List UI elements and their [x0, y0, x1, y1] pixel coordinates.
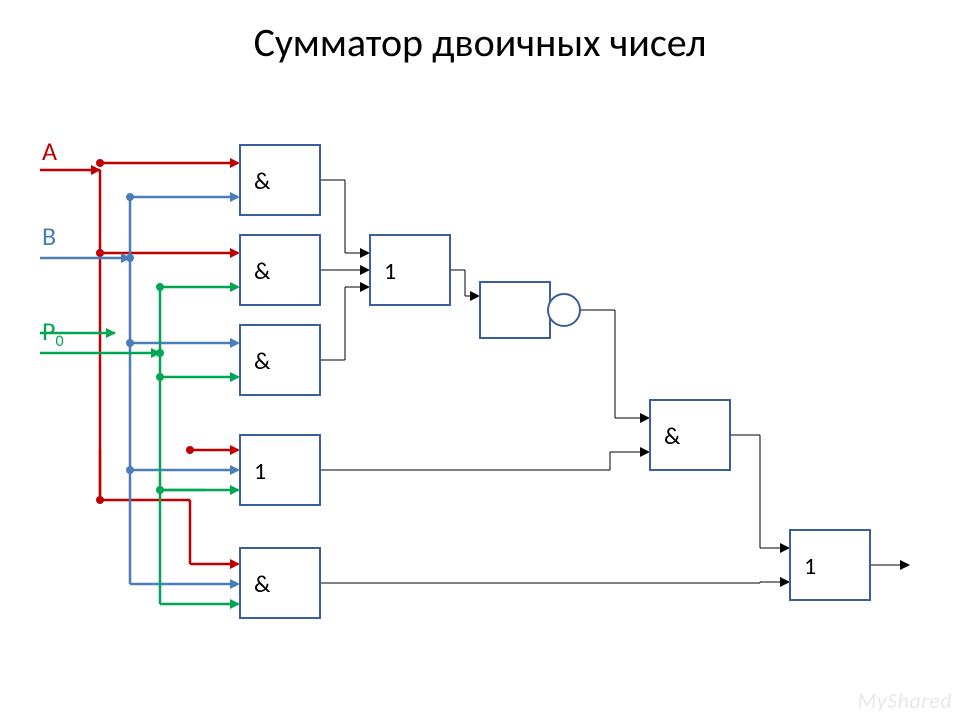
input-label-P0: P0 — [42, 315, 64, 351]
gate-and-1-label: & — [254, 167, 271, 196]
gate-or-1-label: 1 — [384, 257, 396, 286]
watermark: MyShared — [857, 687, 952, 714]
gate-not — [480, 282, 550, 338]
gate-and-3 — [240, 325, 320, 395]
gate-or-1 — [370, 235, 450, 305]
gate-and-2-label: & — [254, 257, 271, 286]
adder-diagram: & & & 1 & 1 & 1 A B P0 — [0, 0, 960, 720]
gate-or-inputs — [240, 435, 320, 505]
gate-and-3-label: & — [254, 347, 271, 376]
input-label-B: B — [42, 220, 56, 252]
gate-or-inputs-label: 1 — [254, 457, 266, 486]
gate-and-out — [650, 400, 730, 470]
gate-or-out-label: 1 — [804, 552, 816, 581]
gate-and-5-label: & — [254, 570, 271, 599]
gate-and-1 — [240, 145, 320, 215]
not-bubble-icon — [548, 294, 580, 326]
input-label-A: A — [42, 135, 57, 167]
gate-and-5 — [240, 548, 320, 618]
gate-and-out-label: & — [664, 422, 681, 451]
gate-and-2 — [240, 235, 320, 305]
gate-or-out — [790, 530, 870, 600]
page-title: Сумматор двоичных чисел — [0, 18, 960, 67]
